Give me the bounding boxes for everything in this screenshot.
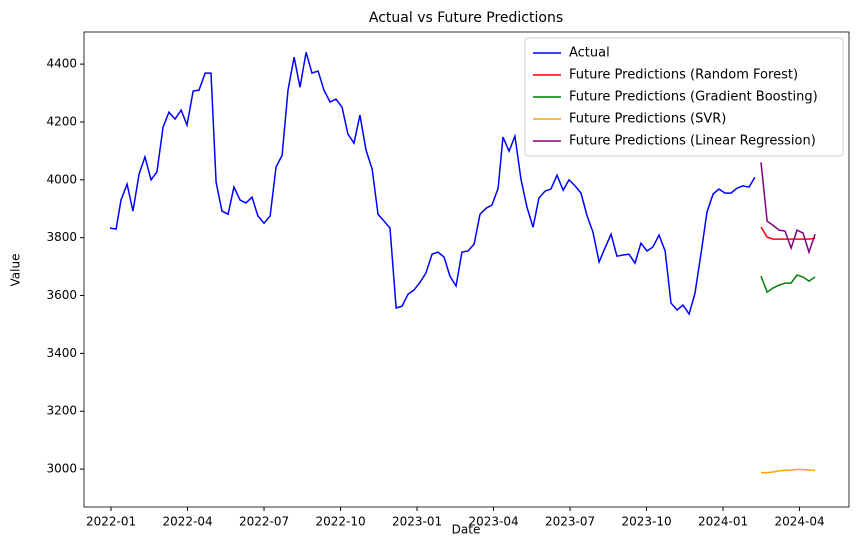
- y-tick-label: 3800: [46, 230, 77, 244]
- x-tick-label: 2023-01: [392, 515, 442, 529]
- y-tick-label: 3400: [46, 346, 77, 360]
- legend-label: Actual: [569, 46, 610, 61]
- x-tick-label: 2024-01: [698, 515, 748, 529]
- x-tick-label: 2022-04: [162, 515, 212, 529]
- y-tick-label: 4000: [46, 172, 77, 186]
- legend-label: Future Predictions (Random Forest): [569, 68, 798, 83]
- y-tick-label: 3600: [46, 288, 77, 302]
- series-line: [760, 274, 816, 294]
- legend-label: Future Predictions (Linear Regression): [569, 134, 816, 149]
- x-tick-label: 2023-10: [621, 515, 671, 529]
- y-tick-label: 3000: [46, 462, 77, 476]
- y-axis-label: Value: [9, 254, 23, 287]
- legend: Actual Future Predictions (Random Forest)…: [524, 37, 844, 157]
- series-line: [761, 468, 816, 474]
- x-tick-label: 2023-07: [545, 515, 595, 529]
- y-tick-label: 4400: [46, 57, 77, 71]
- y-tick-label: 3200: [46, 404, 77, 418]
- x-tick-label: 2023-04: [468, 515, 518, 529]
- x-tick-label: 2022-01: [86, 515, 136, 529]
- x-axis-label: Date: [452, 523, 481, 537]
- series-line: [109, 52, 756, 316]
- x-tick-label: 2024-04: [774, 515, 824, 529]
- legend-label: Future Predictions (Gradient Boosting): [569, 90, 818, 105]
- legend-box: [524, 37, 844, 157]
- x-tick-label: 2022-07: [239, 515, 289, 529]
- chart-title: Actual vs Future Predictions: [369, 10, 563, 26]
- x-tick-label: 2022-10: [315, 515, 365, 529]
- series-line: [760, 162, 816, 255]
- legend-label: Future Predictions (SVR): [569, 112, 726, 127]
- plot-frame: [83, 31, 850, 508]
- y-tick-label: 4200: [46, 114, 77, 128]
